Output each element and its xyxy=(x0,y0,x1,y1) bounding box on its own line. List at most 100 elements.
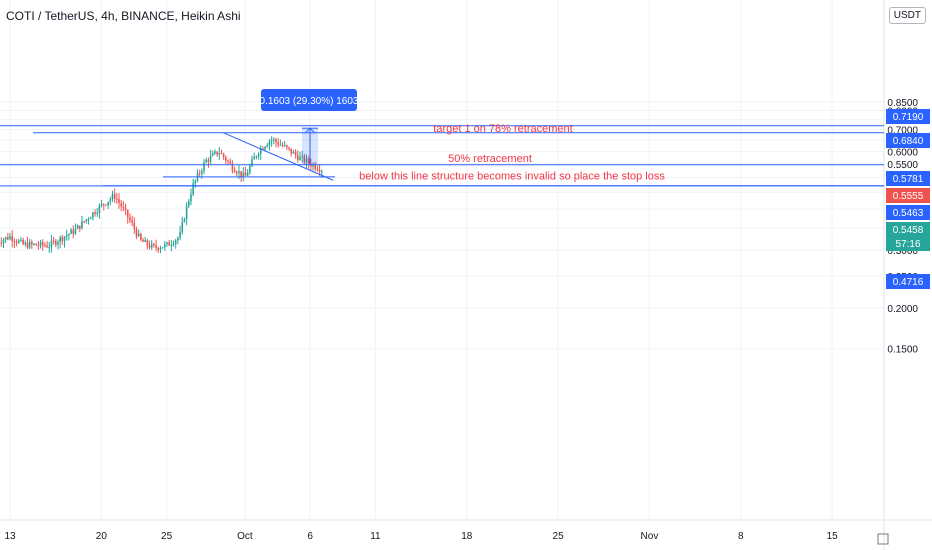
candle-body xyxy=(283,145,286,147)
scale-settings-icon xyxy=(877,533,889,545)
candle-body xyxy=(205,160,208,163)
candle-body xyxy=(7,237,9,240)
currency-button[interactable]: USDT xyxy=(888,7,926,24)
annotation-text: below this line structure becomes invali… xyxy=(359,171,665,183)
price-label-box xyxy=(886,236,930,251)
price-label-box xyxy=(886,171,930,186)
candle-body xyxy=(227,160,229,162)
price-label: 0.6840 xyxy=(893,136,924,147)
candle-body xyxy=(273,139,275,141)
measure-label: 0.1603 (29.30%) 1603 xyxy=(260,96,359,107)
candle-body xyxy=(240,171,242,177)
candle-body xyxy=(118,199,120,203)
candle-body xyxy=(11,236,14,242)
candle-body xyxy=(222,153,225,158)
price-label: 0.5463 xyxy=(893,208,924,219)
candle-body xyxy=(270,139,273,142)
y-tick-label: 0.8500 xyxy=(887,98,918,109)
candle-body xyxy=(148,245,151,248)
candle-body xyxy=(65,235,68,237)
candle-body xyxy=(46,245,48,248)
candle-body xyxy=(72,229,75,234)
candle-body xyxy=(129,217,131,221)
candle-body xyxy=(316,169,319,171)
candle-body xyxy=(20,239,22,241)
candle-body xyxy=(81,221,83,229)
price-label: 0.7190 xyxy=(893,112,924,123)
candle-body xyxy=(57,242,59,245)
candle-body xyxy=(2,239,5,244)
y-tick-label: 0.1500 xyxy=(887,345,918,356)
x-tick-label: 15 xyxy=(827,531,839,542)
price-label: 0.4716 xyxy=(893,277,924,288)
candle-body xyxy=(59,237,61,243)
candle-body xyxy=(89,217,92,220)
price-label-box xyxy=(886,274,930,289)
candle-body xyxy=(292,151,295,154)
candle-body xyxy=(133,222,136,230)
candle-body xyxy=(28,242,31,248)
candle-body xyxy=(183,218,186,222)
candle-body xyxy=(105,204,107,206)
price-label-box xyxy=(886,188,930,203)
candle-body xyxy=(231,163,234,171)
candle-body xyxy=(218,153,221,155)
candle-body xyxy=(48,246,51,248)
candle-body xyxy=(216,151,218,155)
price-label: 0.5555 xyxy=(893,191,924,202)
triangle-resistance-line xyxy=(222,132,334,181)
candle-body xyxy=(301,155,303,157)
candle-body xyxy=(92,212,94,218)
price-label-box xyxy=(886,222,930,237)
y-tick-label: 0.2000 xyxy=(887,304,918,315)
candle-body xyxy=(229,161,232,164)
candle-body xyxy=(233,170,236,173)
y-tick-label: 0.6000 xyxy=(887,147,918,158)
candle-body xyxy=(142,239,144,242)
candle-body xyxy=(159,248,162,250)
x-tick-label: 8 xyxy=(738,531,744,542)
candle-body xyxy=(76,225,79,229)
candle-body xyxy=(44,245,46,247)
candle-body xyxy=(155,245,157,248)
price-label-box xyxy=(886,133,930,148)
candle-body xyxy=(41,241,44,246)
candle-body xyxy=(120,202,123,207)
candle-body xyxy=(33,243,35,245)
candle-body xyxy=(281,144,284,146)
candle-body xyxy=(279,144,282,146)
candle-body xyxy=(246,172,249,176)
candle-body xyxy=(303,155,306,163)
annotation-text: target 1 on 78% retracement xyxy=(433,123,572,135)
candle-body xyxy=(207,160,210,162)
candle-body xyxy=(24,242,27,245)
candle-body xyxy=(83,221,85,223)
candle-body xyxy=(68,233,70,236)
candle-body xyxy=(251,159,253,167)
candle-body xyxy=(220,153,223,155)
candle-body xyxy=(78,225,81,229)
candle-body xyxy=(242,172,245,177)
candle-body xyxy=(124,207,127,210)
candle-body xyxy=(35,243,37,246)
candle-body xyxy=(39,241,42,246)
candle-body xyxy=(170,244,173,246)
candle-body xyxy=(144,240,146,242)
candle-body xyxy=(296,155,299,161)
candle-body xyxy=(259,148,262,155)
candle-body xyxy=(235,172,238,174)
candle-body xyxy=(174,240,177,245)
y-tick-label: 0.7000 xyxy=(887,126,918,137)
candle-body xyxy=(55,240,57,245)
candle-body xyxy=(52,240,55,242)
x-tick-label: 25 xyxy=(161,531,173,542)
x-tick-label: 18 xyxy=(461,531,473,542)
candle-body xyxy=(305,158,308,163)
y-tick-label: 0.3000 xyxy=(887,246,918,257)
candle-body xyxy=(164,244,166,248)
price-label-box xyxy=(886,109,930,124)
candle-body xyxy=(312,164,314,167)
candle-body xyxy=(63,236,66,242)
price-label-box xyxy=(886,205,930,220)
